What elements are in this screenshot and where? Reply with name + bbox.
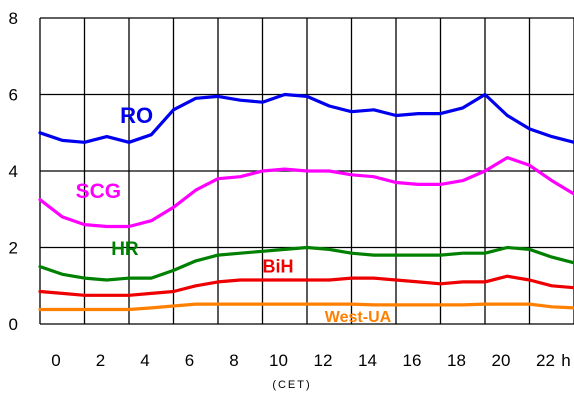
- series-label-hr: HR: [111, 239, 139, 260]
- series-line-scg: [38, 156, 574, 229]
- x-tick-label: 16: [403, 351, 422, 370]
- series-line-ro: [38, 92, 574, 144]
- y-tick-label: 8: [9, 9, 18, 28]
- x-tick-label: 2: [96, 351, 105, 370]
- x-tick-label: 22: [536, 351, 555, 370]
- series-line-bih: [38, 274, 574, 297]
- x-axis-ticks: 0 2 4 6 8 10 12 14 16 18 20 22 h: [51, 351, 570, 370]
- x-tick-label: 4: [140, 351, 149, 370]
- series-line-hr: [38, 245, 574, 282]
- x-tick-label: 18: [447, 351, 466, 370]
- x-tick-label: 14: [358, 351, 377, 370]
- y-tick-label: 0: [9, 315, 18, 334]
- series-label-scg: SCG: [76, 180, 122, 203]
- x-tick-label: h: [561, 351, 570, 370]
- series-label-bih: BiH: [263, 256, 294, 276]
- y-axis-ticks: 0 2 4 6 8: [9, 9, 18, 334]
- x-tick-label: 10: [269, 351, 288, 370]
- y-tick-label: 2: [9, 239, 18, 258]
- y-tick-label: 6: [9, 86, 18, 105]
- y-tick-label: 4: [9, 162, 18, 181]
- series-label-west-ua: West-UA: [325, 309, 392, 326]
- series-lines: [38, 92, 574, 312]
- x-tick-label: 20: [492, 351, 511, 370]
- series-labels: RO SCG HR BiH West-UA: [76, 103, 392, 326]
- series-line-west-ua: [38, 302, 574, 312]
- x-tick-label: 8: [229, 351, 238, 370]
- x-tick-label: 0: [51, 351, 60, 370]
- x-tick-label: 6: [185, 351, 194, 370]
- series-label-ro: RO: [120, 103, 153, 128]
- x-axis-label: (CET): [272, 379, 311, 391]
- x-tick-label: 12: [314, 351, 333, 370]
